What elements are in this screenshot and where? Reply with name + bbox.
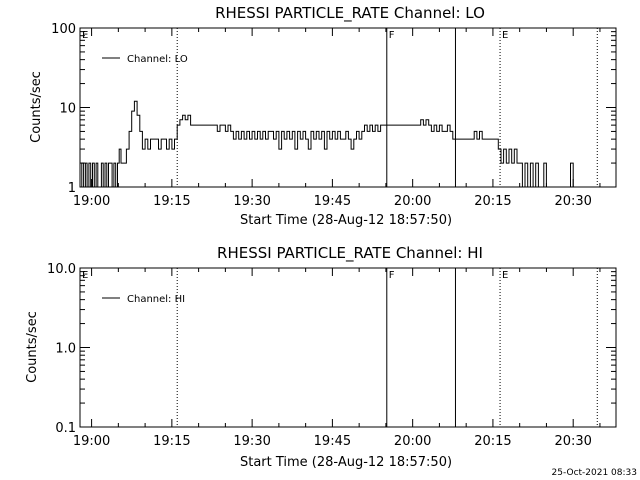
- chart-panel-hi: RHESSI PARTICLE_RATE Channel: HI Start T…: [25, 244, 617, 470]
- legend: Channel: HI: [102, 294, 185, 305]
- x-tick-label: 19:30: [233, 434, 270, 449]
- legend: Channel: LO: [102, 54, 188, 65]
- event-marker-label: F: [389, 270, 395, 281]
- x-tick-label: 20:00: [394, 194, 431, 209]
- chart-title: RHESSI PARTICLE_RATE Channel: LO: [215, 4, 485, 23]
- y-tick-label: 1: [68, 181, 76, 196]
- axes: 19:00 19:15 19:30 19:45 20:00 20:15 20:30 0.1 1.…: [47, 262, 617, 449]
- chart-title: RHESSI PARTICLE_RATE Channel: HI: [217, 244, 483, 263]
- legend-label: Channel: HI: [127, 294, 185, 305]
- series-line: [80, 100, 584, 188]
- x-tick-label: 19:45: [314, 194, 351, 209]
- y-tick-label: 10.0: [47, 262, 76, 277]
- event-marker-label: E: [502, 30, 508, 41]
- chart-panel-lo: RHESSI PARTICLE_RATE Channel: LO Start T…: [29, 4, 617, 228]
- y-axis-label: Counts/sec: [29, 71, 44, 143]
- y-tick-label: 100: [51, 22, 76, 37]
- x-tick-label: 19:00: [73, 434, 110, 449]
- series-group: [80, 100, 584, 188]
- legend-label: Channel: LO: [127, 54, 188, 65]
- event-marker-label: E: [502, 270, 508, 281]
- x-tick-label: 20:15: [474, 434, 511, 449]
- x-tick-label: 19:45: [314, 434, 351, 449]
- event-marker-label: F: [389, 30, 395, 41]
- x-axis-label: Start Time (28-Aug-12 18:57:50): [240, 455, 452, 470]
- y-axis-label: Counts/sec: [25, 311, 40, 383]
- x-tick-label: 19:15: [153, 434, 190, 449]
- x-tick-label: 20:30: [554, 434, 591, 449]
- axes: 19:00 19:15 19:30 19:45 20:00 20:15 20:30 1 10 10…: [51, 22, 617, 209]
- x-tick-label: 19:15: [153, 194, 190, 209]
- y-tick-label: 10: [59, 102, 76, 117]
- x-tick-label: 20:15: [474, 194, 511, 209]
- event-marker-label: E: [82, 30, 88, 41]
- x-tick-label: 19:00: [73, 194, 110, 209]
- x-axis-label: Start Time (28-Aug-12 18:57:50): [240, 213, 452, 228]
- x-tick-label: 20:30: [554, 194, 591, 209]
- footer-date: 25-Oct-2021 08:33: [552, 468, 637, 478]
- y-tick-label: 0.1: [55, 421, 76, 436]
- event-marker-label: E: [82, 270, 88, 281]
- x-tick-label: 20:00: [394, 434, 431, 449]
- y-tick-label: 1.0: [55, 342, 76, 357]
- x-tick-label: 19:30: [233, 194, 270, 209]
- plot-frame: [79, 267, 617, 428]
